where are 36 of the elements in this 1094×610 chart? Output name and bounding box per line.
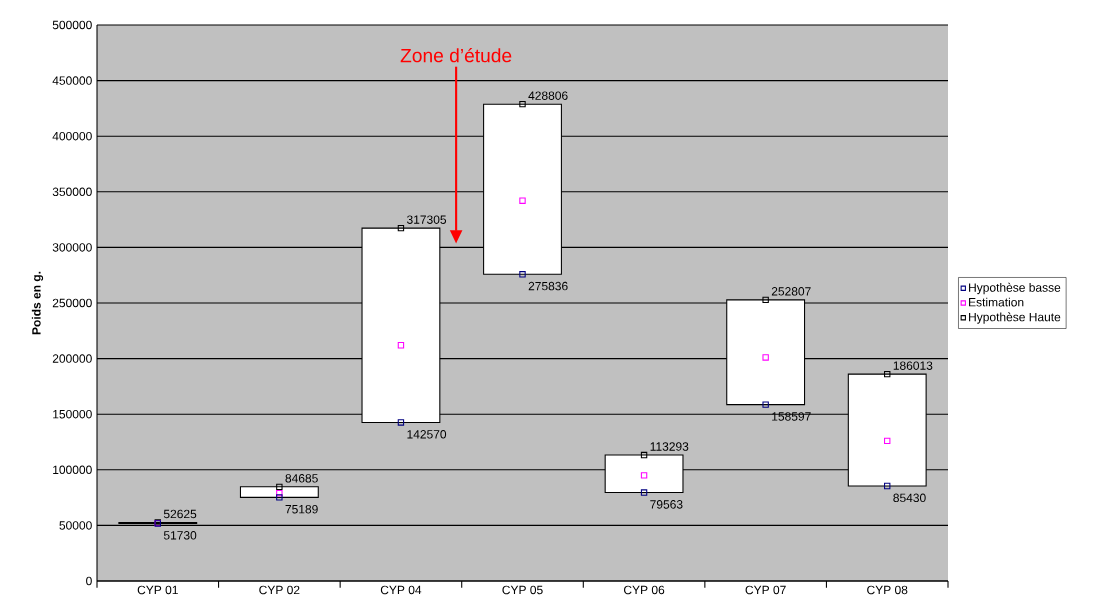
- x-tick-label: CYP 04: [380, 585, 422, 595]
- y-tick-label: 150000: [53, 409, 92, 419]
- y-tick-label: 400000: [52, 131, 92, 141]
- data-label: 52625: [163, 509, 197, 519]
- y-tick-label: 100000: [53, 465, 92, 475]
- data-label: 79563: [650, 500, 683, 509]
- y-tick-label: 50000: [59, 521, 92, 530]
- data-label: 428806: [528, 91, 568, 100]
- x-tick-label: CYP 08: [867, 585, 908, 595]
- data-label: 275836: [528, 281, 568, 291]
- data-label: 84685: [285, 474, 318, 483]
- y-tick-label: 450000: [52, 76, 92, 85]
- data-label: 186013: [893, 361, 933, 370]
- data-label: 142570: [407, 430, 447, 439]
- legend-label: Hypothèse Haute: [969, 312, 1061, 324]
- legend-label: Estimation: [969, 297, 1024, 307]
- x-tick-label: CYP 07: [745, 585, 786, 595]
- y-tick-label: 250000: [52, 298, 92, 308]
- legend-label: Hypothèse basse: [969, 282, 1061, 295]
- x-tick-label: CYP 06: [624, 585, 665, 595]
- y-tick-label: 200000: [52, 354, 92, 363]
- data-label: 113293: [650, 442, 689, 451]
- y-tick-label: 300000: [52, 243, 92, 252]
- y-tick-label: 0: [86, 576, 92, 586]
- data-label: 317305: [406, 215, 447, 224]
- x-tick-label: CYP 05: [502, 585, 543, 595]
- data-label: 51730: [163, 531, 197, 540]
- y-axis-title: Poids en g.: [31, 271, 44, 335]
- data-label: 85430: [893, 493, 926, 503]
- x-tick-label: CYP 01: [137, 585, 178, 595]
- y-tick-label: 500000: [52, 20, 92, 30]
- data-label: 252807: [771, 287, 811, 296]
- y-tick-label: 350000: [52, 187, 92, 197]
- annotation: Zone d’étude: [400, 47, 512, 63]
- data-label: 75189: [285, 504, 318, 514]
- x-tick-label: CYP 02: [259, 585, 300, 595]
